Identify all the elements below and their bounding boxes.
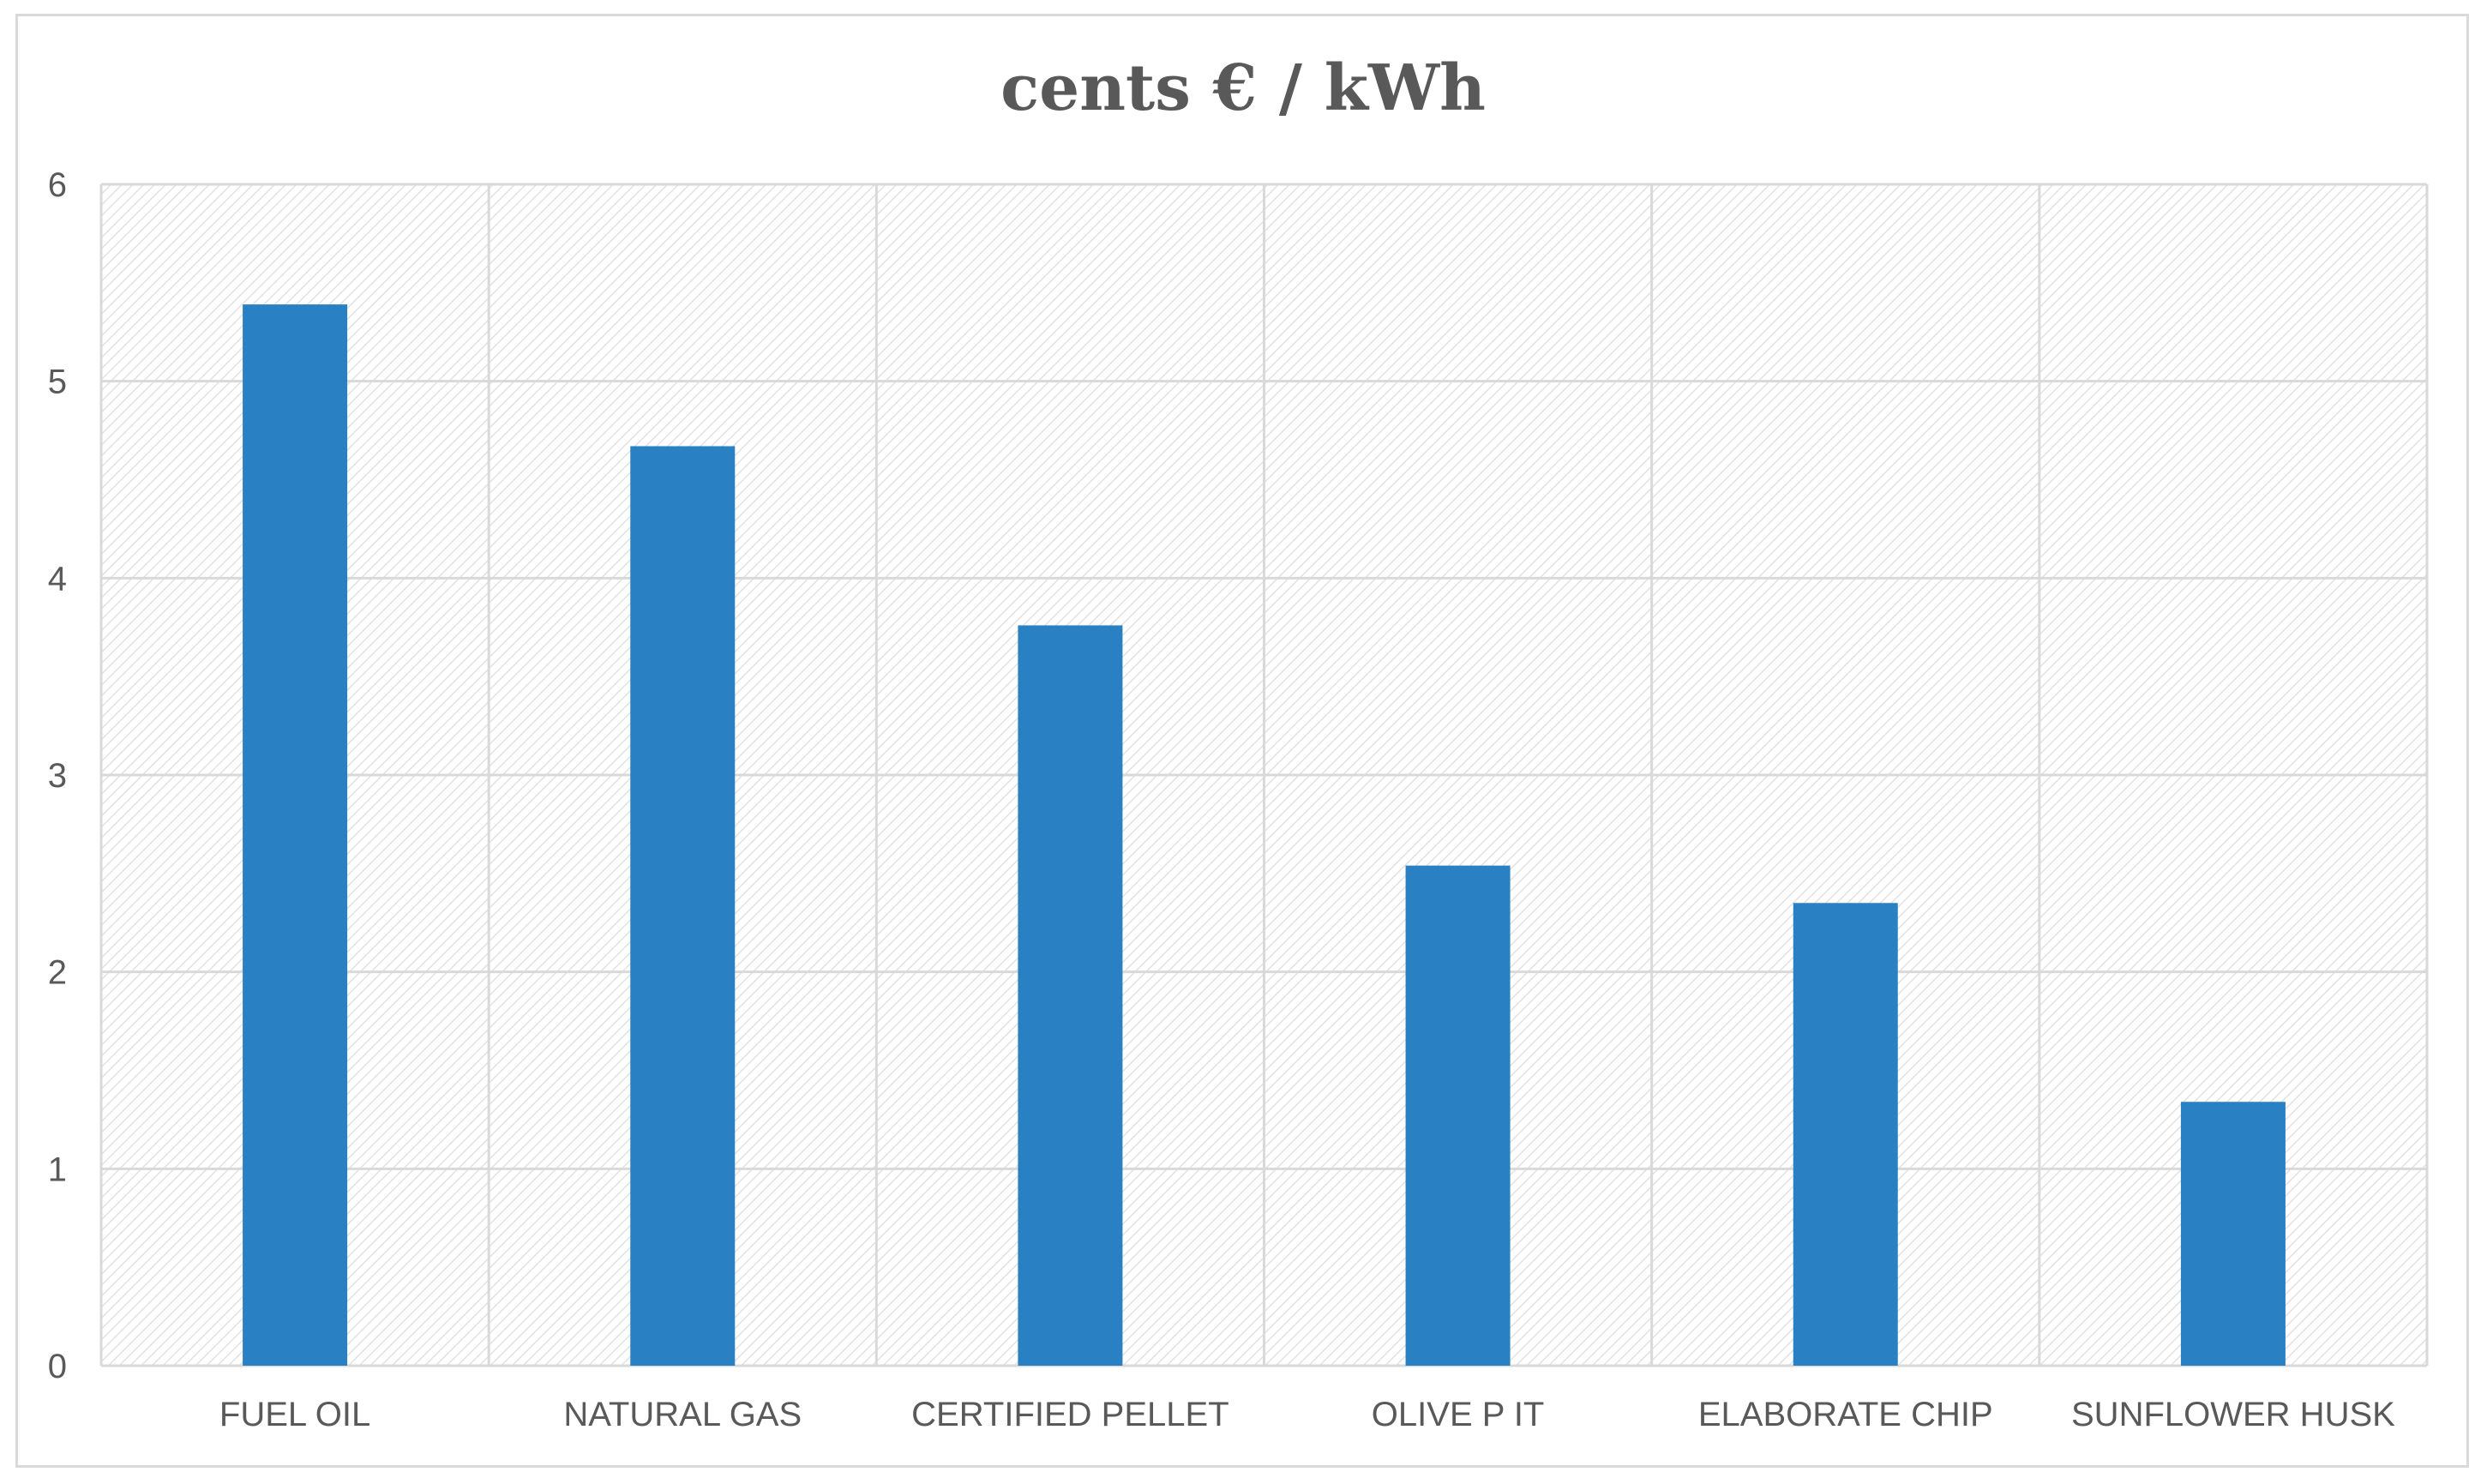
y-tick-label: 0: [48, 1348, 67, 1385]
y-tick-label: 5: [48, 363, 67, 401]
bar: [1793, 903, 1898, 1366]
x-tick-label: SUNFLOWER HUSK: [2071, 1396, 2395, 1433]
y-tick-label: 6: [48, 166, 67, 204]
bar: [630, 446, 736, 1366]
chart-title: cents € / kWh: [1000, 51, 1486, 125]
y-tick-label: 2: [48, 954, 67, 992]
y-tick-label: 3: [48, 757, 67, 795]
bar: [1018, 625, 1123, 1366]
x-tick-label: NATURAL GAS: [563, 1396, 802, 1433]
x-tick-label: FUEL OIL: [219, 1396, 370, 1433]
y-tick-label: 4: [48, 560, 67, 598]
x-axis-ticks: FUEL OIL NATURAL GAS CERTIFIED PELLET OLIVE…: [219, 1396, 2395, 1433]
x-tick-label: CERTIFIED PELLET: [911, 1396, 1228, 1433]
x-tick-label: ELABORATE CHIP: [1698, 1396, 1993, 1433]
bar: [243, 304, 348, 1366]
bars: [243, 304, 2286, 1366]
bar: [2180, 1102, 2286, 1366]
y-axis-ticks: 0 1 2 3 4 5 6: [48, 166, 67, 1385]
grid-lines: [99, 183, 2429, 1367]
y-tick-label: 1: [48, 1151, 67, 1188]
bar: [1405, 865, 1511, 1366]
x-tick-label: OLIVE P IT: [1372, 1396, 1545, 1433]
